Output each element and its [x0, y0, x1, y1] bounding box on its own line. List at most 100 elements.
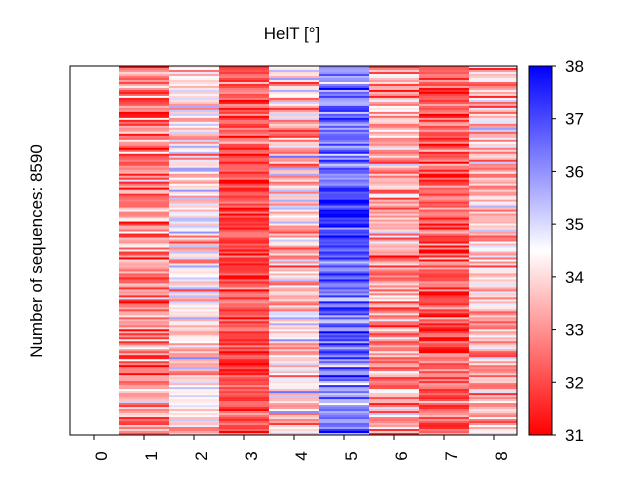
- heatmap-cell: [469, 133, 517, 137]
- heatmap-cell: [419, 301, 469, 304]
- heatmap-cell: [269, 329, 319, 332]
- heatmap-cell: [369, 75, 419, 79]
- heatmap-cell: [319, 333, 369, 336]
- heatmap-cell: [169, 269, 219, 272]
- heatmap-cell: [469, 201, 517, 204]
- heatmap-cell: [169, 139, 219, 143]
- heatmap-cell: [169, 273, 219, 276]
- heatmap-cell: [269, 179, 319, 182]
- heatmap-cell: [469, 119, 517, 123]
- heatmap-cell: [219, 307, 269, 310]
- heatmap-cell: [319, 193, 369, 196]
- heatmap-cell: [419, 97, 469, 101]
- heatmap-cell: [319, 281, 369, 284]
- heatmap-cell: [469, 231, 517, 234]
- heatmap-cell: [469, 319, 517, 322]
- heatmap-cell: [319, 423, 369, 426]
- heatmap-cell: [169, 105, 219, 109]
- heatmap-cell: [169, 129, 219, 133]
- heatmap-cell: [169, 305, 219, 308]
- heatmap-cell: [369, 433, 419, 435]
- heatmap-cell: [119, 405, 169, 408]
- heatmap-cell: [319, 243, 369, 246]
- heatmap-cell: [219, 171, 269, 174]
- heatmap-cell: [169, 257, 219, 260]
- heatmap-cell: [469, 203, 517, 206]
- heatmap-cell: [369, 157, 419, 161]
- colorbar: [528, 65, 553, 436]
- heatmap-cell: [369, 195, 419, 198]
- heatmap-cell: [419, 307, 469, 310]
- heatmap-cell: [219, 173, 269, 176]
- heatmap-cell: [319, 231, 369, 234]
- heatmap-cell: [269, 167, 319, 171]
- heatmap-cell: [419, 173, 469, 176]
- heatmap-cell: [219, 401, 269, 404]
- heatmap-cell: [169, 423, 219, 426]
- heatmap-cell: [219, 409, 269, 412]
- heatmap-cell: [469, 433, 517, 435]
- heatmap-cell: [469, 369, 517, 372]
- heatmap-cell: [419, 295, 469, 298]
- heatmap-cell: [419, 311, 469, 314]
- heatmap-cell: [469, 121, 517, 125]
- heatmap-cell: [219, 73, 269, 77]
- heatmap-cell: [469, 95, 517, 99]
- heatmap-cell: [169, 127, 219, 131]
- heatmap-cell: [469, 339, 517, 342]
- heatmap-cell: [419, 279, 469, 282]
- heatmap-cell: [369, 263, 419, 266]
- heatmap-cell: [219, 211, 269, 214]
- heatmap-cell: [319, 87, 369, 91]
- heatmap-cell: [169, 287, 219, 290]
- heatmap-cell: [319, 237, 369, 240]
- heatmap-cell: [269, 265, 319, 268]
- heatmap-cell: [419, 399, 469, 402]
- heatmap-cell: [419, 355, 469, 358]
- heatmap-cell: [269, 431, 319, 434]
- heatmap-cell: [369, 401, 419, 404]
- heatmap-cell: [219, 183, 269, 186]
- heatmap-cell: [169, 343, 219, 346]
- colorbar-tick-label: 35: [565, 215, 584, 234]
- heatmap-cell: [369, 231, 419, 234]
- heatmap-cell: [319, 131, 369, 135]
- heatmap-cell: [469, 189, 517, 192]
- heatmap-cell: [419, 143, 469, 147]
- heatmap-cell: [119, 131, 169, 135]
- heatmap-cell: [419, 341, 469, 344]
- heatmap-cell: [169, 67, 219, 71]
- heatmap-cell: [469, 333, 517, 336]
- heatmap-cell: [269, 141, 319, 145]
- heatmap-cell: [169, 135, 219, 139]
- heatmap-cell: [119, 293, 169, 296]
- heatmap-cell: [319, 279, 369, 282]
- heatmap-cell: [469, 87, 517, 91]
- heatmap-cell: [369, 249, 419, 252]
- heatmap-cell: [469, 205, 517, 208]
- heatmap-cell: [419, 179, 469, 182]
- heatmap-cell: [169, 173, 219, 176]
- heatmap-cell: [319, 67, 369, 71]
- heatmap-cell: [469, 79, 517, 83]
- heatmap-cell: [469, 325, 517, 328]
- heatmap-cell: [269, 155, 319, 159]
- heatmap-cell: [269, 117, 319, 121]
- heatmap-cell: [219, 355, 269, 358]
- heatmap-cell: [319, 291, 369, 294]
- heatmap-cell: [119, 279, 169, 282]
- heatmap-cell: [369, 341, 419, 344]
- heatmap-cell: [219, 95, 269, 99]
- colorbar-tick-label: 31: [565, 426, 584, 445]
- heatmap-cell: [219, 337, 269, 340]
- heatmap-cell: [119, 127, 169, 131]
- heatmap-cell: [119, 411, 169, 414]
- heatmap-cell: [269, 99, 319, 103]
- heatmap-cell: [369, 113, 419, 117]
- heatmap-cell: [369, 277, 419, 280]
- heatmap-cell: [119, 399, 169, 402]
- heatmap-cell: [469, 229, 517, 232]
- heatmap-cell: [169, 381, 219, 384]
- heatmap-cell: [319, 431, 369, 434]
- heatmap-cell: [119, 373, 169, 376]
